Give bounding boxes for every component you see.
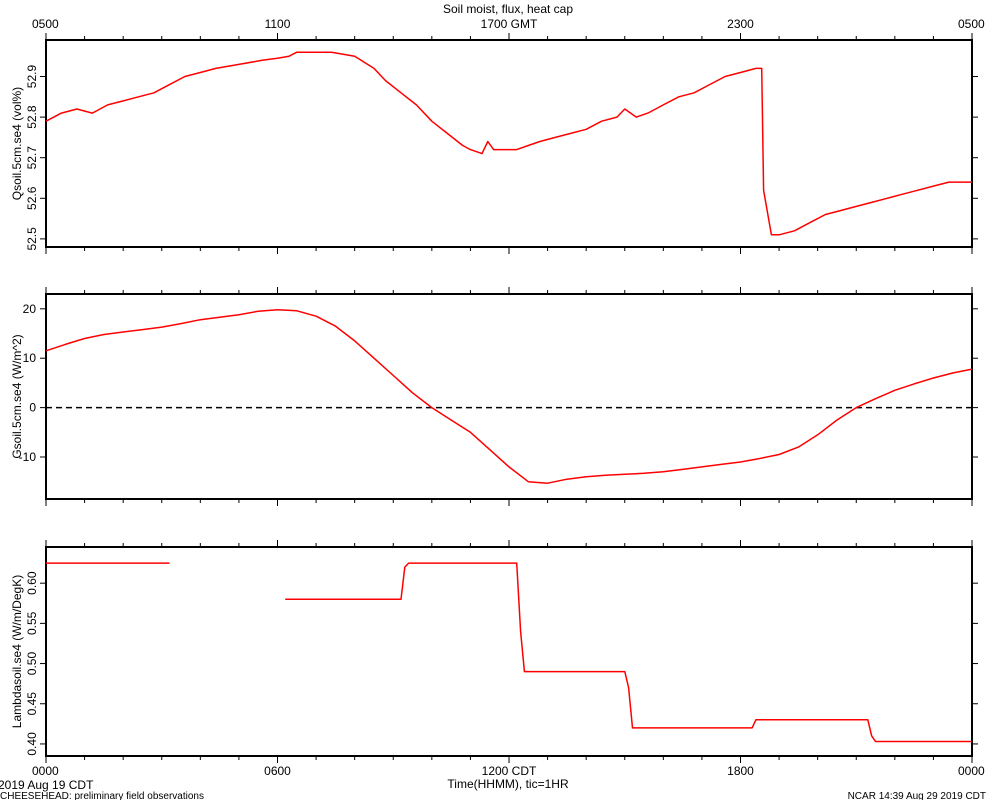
- top-axis-labels: 0500 1100 1700 GMT 2300 0500: [32, 17, 985, 31]
- figure-title: Soil moist, flux, heat cap: [443, 2, 573, 16]
- series-line: [45, 309, 973, 484]
- y-tick-label: 0.55: [25, 611, 39, 635]
- y-tick-label: 52.5: [25, 227, 39, 251]
- footer-right: NCAR 14:39 Aug 29 2019 CDT: [848, 791, 986, 800]
- bottom-axis-tick-label: 0600: [264, 764, 291, 778]
- x-axis-label: Time(HHMM), tic=1HR: [447, 777, 569, 791]
- y-tick-label: 0.40: [25, 732, 39, 756]
- y-axis-label: Qsoil.5cm.se4 (vol%): [10, 87, 24, 200]
- y-tick-label: 20: [23, 302, 37, 316]
- y-tick-label: 52.7: [25, 146, 39, 170]
- y-tick-label: 52.6: [25, 186, 39, 210]
- top-axis-tick-label: 1100: [265, 17, 291, 31]
- bottom-axis-tick-label: 1200 CDT: [482, 764, 537, 778]
- y-tick-label: 0.60: [25, 571, 39, 595]
- y-tick-label: 0.50: [25, 652, 39, 676]
- bottom-axis-tick-label: 0000: [958, 764, 985, 778]
- footer-left: CHEESEHEAD: preliminary field observatio…: [0, 791, 204, 800]
- y-tick-label: -10: [19, 450, 37, 464]
- top-axis-tick-label: 0500: [958, 17, 985, 31]
- y-axis-label: Gsoil.5cm.se4 (W/m^2): [10, 334, 24, 458]
- y-tick-label: 52.9: [25, 65, 39, 89]
- y-tick-label: 0: [29, 401, 36, 415]
- panel-frame: [45, 293, 973, 500]
- series-line: [285, 562, 972, 743]
- y-axis-label: Lambdasoil.se4 (W/m/DegK): [10, 575, 24, 728]
- panel-frame: [45, 39, 973, 248]
- panel-2: -10 0 10 20 Gsoil.5cm.se4 (W/m^2): [10, 287, 978, 506]
- date-label: 2019 Aug 19 CDT: [0, 778, 94, 792]
- top-axis-tick-label: 1700 GMT: [481, 17, 538, 31]
- y-tick-label: 52.8: [25, 105, 39, 129]
- panel-frame: [45, 546, 973, 757]
- bottom-axis-tick-label: 0000: [32, 764, 59, 778]
- top-axis-tick-label: 2300: [727, 17, 754, 31]
- y-tick-label: 0.45: [25, 692, 39, 716]
- series-line: [45, 51, 972, 236]
- bottom-axis-labels: 0000 0600 1200 CDT 1800 0000: [32, 764, 985, 778]
- y-tick-label: 10: [23, 351, 37, 365]
- bottom-axis-tick-label: 1800: [727, 764, 754, 778]
- top-axis-tick-label: 0500: [32, 17, 59, 31]
